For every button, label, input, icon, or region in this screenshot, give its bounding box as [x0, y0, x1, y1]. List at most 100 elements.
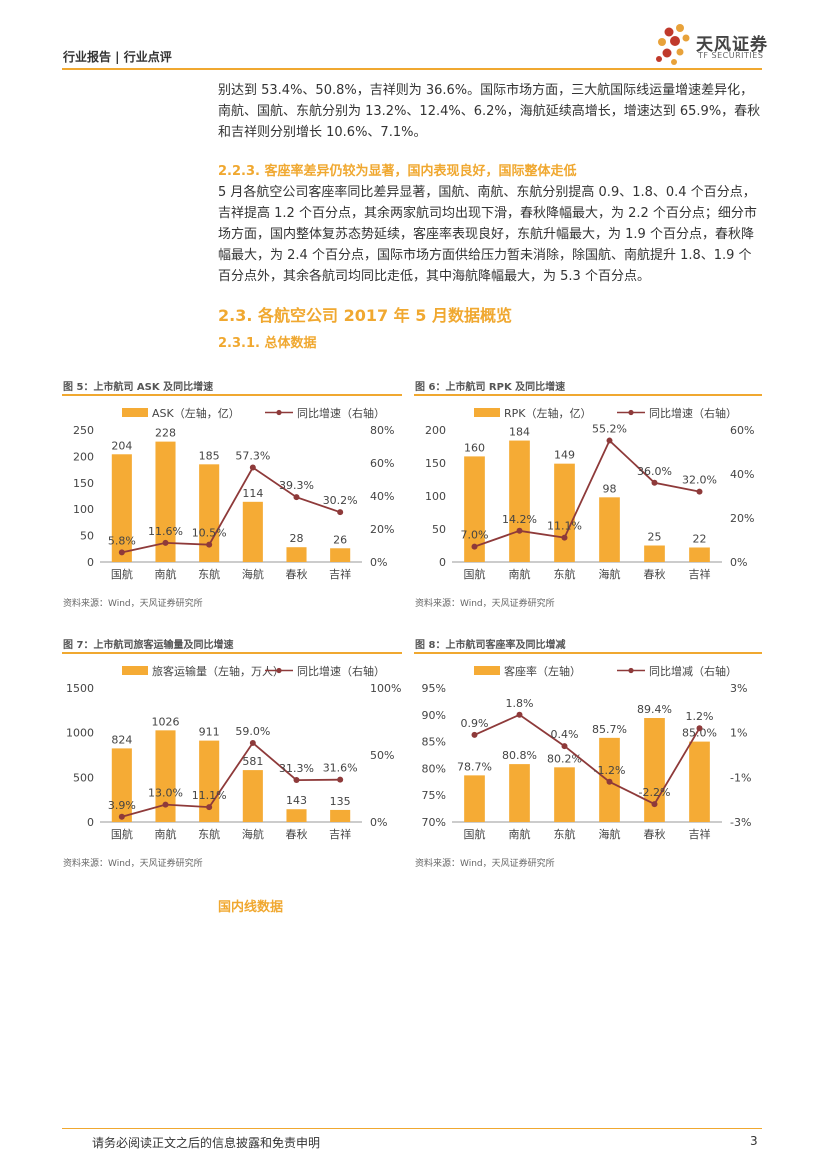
footer-disclaimer: 请务必阅读正文之后的信息披露和免责申明: [92, 1136, 321, 1150]
left-axis-tick: 500: [73, 771, 94, 784]
bar-吉祥: [330, 809, 351, 822]
category-label: 国航: [464, 827, 486, 841]
growth-value-label: 0.9%: [461, 717, 489, 730]
growth-value-label: 31.3%: [279, 762, 314, 775]
bar-value-label: 89.4%: [637, 703, 672, 716]
section-heading-domestic: 国内线数据: [218, 900, 284, 915]
right-axis-tick: 100%: [370, 682, 401, 695]
legend-bar-swatch: [122, 408, 148, 417]
figure-7-chart: 旅客运输量（左轴，万人） 同比增速（右轴） 0 500 1000 1500 0% 50% 100…: [62, 658, 402, 846]
category-label: 国航: [111, 567, 133, 581]
growth-value-label: 55.2%: [592, 423, 627, 436]
bar-value-label: 78.7%: [457, 760, 492, 773]
category-label: 海航: [599, 567, 621, 581]
bar-value-label: 80.2%: [547, 752, 582, 765]
left-axis-tick: 200: [73, 450, 94, 463]
figure-6-source: 资料来源：Wind，天风证券研究所: [415, 599, 555, 609]
legend-line-marker: [276, 409, 282, 416]
growth-point: [516, 711, 523, 718]
legend-line-marker: [628, 667, 634, 674]
growth-value-label: 11.6%: [148, 525, 183, 538]
right-axis-tick: 40%: [370, 490, 394, 503]
growth-point: [249, 464, 256, 471]
category-label: 东航: [554, 827, 576, 841]
logo-name-en: TF SECURITIES: [698, 51, 764, 60]
category-label: 海航: [599, 827, 621, 841]
fig5-svg: ASK（左轴，亿） 同比增速（右轴） 0 50 100 150 200 250 0% 20% 40%…: [73, 406, 394, 581]
growth-point: [696, 488, 703, 495]
category-label: 吉祥: [689, 827, 711, 841]
left-axis-tick: 0: [439, 556, 446, 569]
bar-春秋: [286, 547, 307, 562]
bar-value-label: 85.7%: [592, 723, 627, 736]
legend-line-label: 同比增速（右轴）: [649, 406, 737, 420]
category-label: 春秋: [644, 567, 666, 581]
growth-point: [118, 813, 125, 820]
growth-point: [206, 541, 213, 548]
figure-5-rule: [62, 394, 402, 396]
bar-value-label: 185: [199, 449, 220, 462]
page-number: 3: [750, 1134, 758, 1148]
growth-value-label: 30.2%: [323, 494, 358, 507]
growth-point: [249, 739, 256, 746]
growth-value-label: 32.0%: [682, 474, 717, 487]
left-axis-tick: 100: [73, 503, 94, 516]
growth-point: [293, 777, 300, 784]
category-label: 吉祥: [329, 827, 351, 841]
left-axis-tick: 75%: [422, 789, 446, 802]
category-label: 海航: [242, 827, 264, 841]
growth-point: [471, 543, 478, 550]
left-axis-tick: 1500: [66, 682, 94, 695]
growth-value-label: 36.0%: [637, 465, 672, 478]
legend-line-label: 同比增速（右轴）: [297, 664, 385, 678]
left-axis-tick: 250: [73, 424, 94, 437]
bar-value-label: 80.8%: [502, 749, 537, 762]
bar-value-label: 581: [242, 755, 263, 768]
growth-point: [606, 437, 613, 444]
bar-value-label: 28: [290, 532, 304, 545]
figure-5-chart: ASK（左轴，亿） 同比增速（右轴） 0 50 100 150 200 250 0% 20% 40%…: [62, 400, 402, 586]
bar-国航: [111, 454, 132, 562]
bar-吉祥: [689, 547, 710, 562]
bar-春秋: [644, 545, 665, 562]
right-axis-tick: 0%: [370, 556, 387, 569]
growth-point: [162, 539, 169, 546]
footer-divider: [62, 1128, 762, 1129]
growth-line: [474, 713, 701, 806]
header-divider: [62, 68, 762, 70]
category-label: 春秋: [644, 827, 666, 841]
left-axis-tick: 150: [425, 457, 446, 470]
category-label: 东航: [198, 827, 220, 841]
growth-point: [651, 479, 658, 486]
growth-point: [471, 731, 478, 738]
category-label: 南航: [155, 567, 177, 581]
right-axis-tick: 0%: [730, 556, 747, 569]
growth-value-label: 13.0%: [148, 787, 183, 800]
bar-吉祥: [689, 741, 710, 822]
bar-国航: [464, 456, 485, 562]
bar-东航: [554, 463, 575, 562]
legend-bar-label: ASK（左轴，亿）: [152, 406, 240, 420]
section-heading-2-3: 2.3. 各航空公司 2017 年 5 月数据概览: [218, 306, 512, 325]
category-label: 东航: [198, 567, 220, 581]
fig7-svg: 旅客运输量（左轴，万人） 同比增速（右轴） 0 500 1000 1500 0% 50% 100…: [66, 664, 401, 841]
legend-bar-swatch: [122, 666, 148, 675]
paragraph-load-factor: 5 月各航空公司客座率同比差异显著，国航、南航、东航分别提高 0.9、1.8、0…: [218, 185, 757, 284]
bar-南航: [509, 440, 530, 562]
figure-7-source: 资料来源：Wind，天风证券研究所: [63, 859, 203, 869]
bar-value-label: 98: [603, 482, 617, 495]
right-axis-tick: -3%: [730, 816, 751, 829]
bar-value-label: 228: [155, 427, 176, 440]
growth-value-label: 7.0%: [461, 529, 489, 542]
left-axis-tick: 50: [432, 523, 446, 536]
right-axis-tick: 0%: [370, 816, 387, 829]
growth-point: [293, 494, 300, 501]
bar-海航: [242, 501, 263, 562]
legend-bar-label: RPK（左轴，亿）: [504, 406, 592, 420]
growth-point: [516, 527, 523, 534]
growth-point: [337, 509, 344, 516]
right-axis-tick: 20%: [730, 512, 754, 525]
bar-南航: [155, 730, 176, 822]
bar-value-label: 911: [199, 726, 220, 739]
left-axis-tick: 50: [80, 530, 94, 543]
